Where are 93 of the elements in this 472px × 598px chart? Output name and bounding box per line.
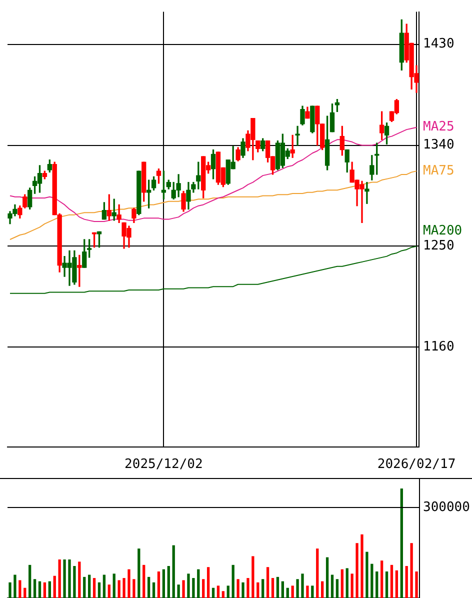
bar <box>206 567 210 598</box>
bar <box>58 559 61 598</box>
bar <box>202 579 205 598</box>
bar <box>306 586 309 598</box>
bar <box>232 564 234 598</box>
bar <box>152 582 156 598</box>
bar <box>53 576 56 598</box>
bar <box>301 574 304 598</box>
bar <box>376 571 378 598</box>
bar <box>48 581 51 598</box>
series-label: MA200 <box>423 224 462 239</box>
bar <box>18 580 22 598</box>
bar <box>102 574 106 598</box>
y-tick-label: 1430 <box>423 36 454 52</box>
bar <box>14 574 16 598</box>
bar <box>262 579 264 598</box>
bar <box>63 559 66 598</box>
bar <box>112 574 116 598</box>
bar <box>395 570 398 598</box>
bar <box>142 564 146 598</box>
bar <box>172 545 175 598</box>
bar <box>321 581 324 598</box>
bar <box>182 580 185 598</box>
bar <box>177 584 180 598</box>
y-tick-label: 1340 <box>423 138 454 153</box>
bar <box>98 582 101 598</box>
bar <box>24 588 26 598</box>
bar <box>256 582 260 598</box>
bar <box>311 586 314 598</box>
bar <box>271 578 274 598</box>
bar <box>242 582 244 598</box>
bar <box>330 574 334 598</box>
bar <box>346 568 348 598</box>
bar <box>8 582 12 598</box>
bar <box>246 578 250 598</box>
bar <box>366 552 368 598</box>
y-tick-label: 1160 <box>423 340 454 355</box>
bar <box>286 588 289 598</box>
bar <box>216 586 220 598</box>
series-label: MA25 <box>423 120 454 135</box>
bar <box>350 574 354 598</box>
bar <box>83 576 86 598</box>
bar <box>326 557 329 598</box>
bar <box>410 543 413 598</box>
bar <box>108 584 110 598</box>
bar <box>33 579 36 598</box>
bar <box>380 560 384 598</box>
bar <box>147 576 150 598</box>
x-tick-label: 2026/02/17 <box>377 457 456 472</box>
series-label: MA75 <box>423 163 454 178</box>
bar <box>38 581 42 598</box>
bar <box>92 578 96 598</box>
bar <box>73 566 76 598</box>
bar <box>132 579 136 598</box>
bar <box>360 534 364 598</box>
bar <box>281 581 284 598</box>
bar <box>226 586 230 598</box>
bar <box>356 543 358 598</box>
bar <box>405 566 408 598</box>
bar <box>122 578 126 598</box>
bar <box>118 580 120 598</box>
bar <box>400 488 403 598</box>
bar <box>43 582 46 598</box>
bar <box>291 586 294 598</box>
bar <box>167 566 170 598</box>
bar <box>222 591 225 598</box>
bar <box>336 579 339 598</box>
bar <box>385 571 388 598</box>
bar <box>162 569 166 598</box>
bar <box>236 579 240 598</box>
bar <box>138 548 140 598</box>
bar <box>266 567 270 598</box>
bar <box>390 564 394 598</box>
x-tick-label: 2025/12/02 <box>124 457 203 472</box>
bar <box>212 588 215 598</box>
bar <box>415 571 418 598</box>
bar <box>316 548 319 598</box>
bar <box>128 569 130 598</box>
bar <box>28 564 32 598</box>
bar <box>340 569 344 598</box>
bar <box>252 556 254 598</box>
bar <box>187 574 190 598</box>
bar <box>192 578 195 598</box>
bar <box>370 564 374 598</box>
bar <box>197 569 200 598</box>
bar <box>88 574 91 598</box>
bar <box>68 559 71 598</box>
bar <box>276 576 280 598</box>
bar <box>157 571 160 598</box>
bar <box>296 579 299 598</box>
bar <box>78 562 81 598</box>
text: 300000 <box>423 500 470 515</box>
y-tick-label: 1250 <box>423 238 454 254</box>
